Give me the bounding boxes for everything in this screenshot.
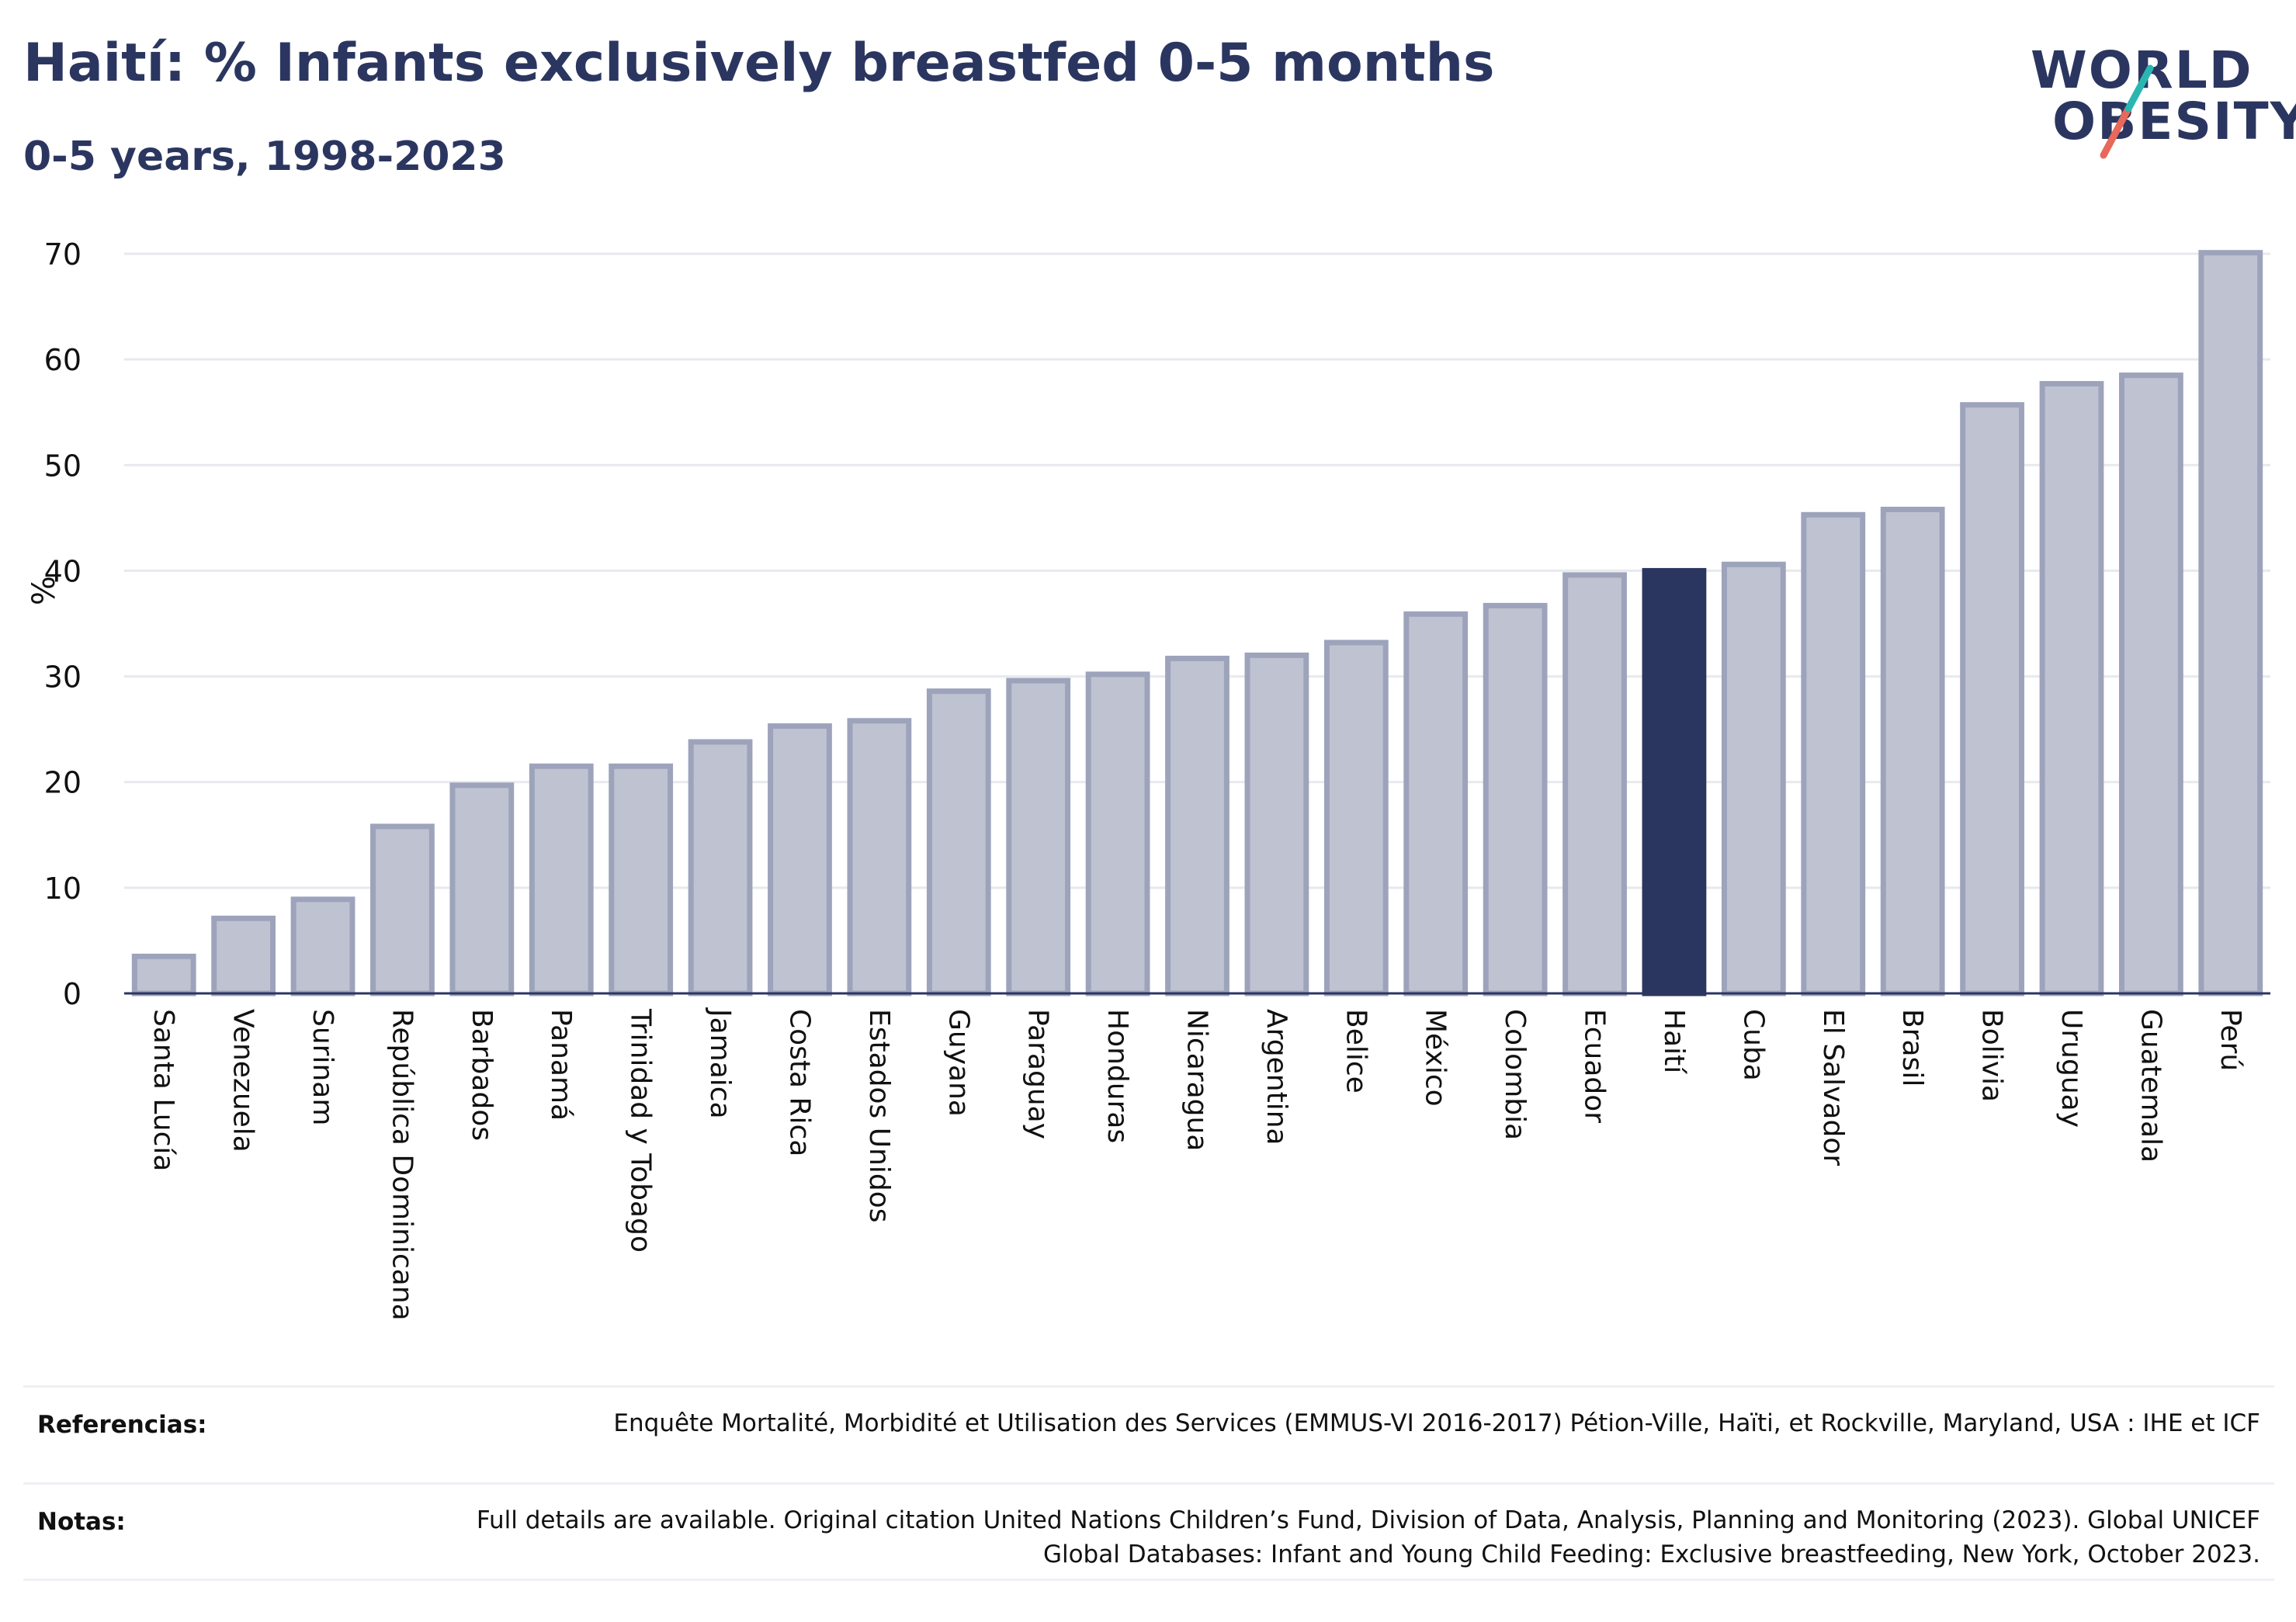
- x-tick-label: El Salvador: [1817, 1009, 1849, 1166]
- x-tick-label: Brasil: [1896, 1009, 1928, 1087]
- bar: [449, 782, 515, 996]
- x-tick-label: Jamaica: [704, 1007, 736, 1119]
- x-tick-label: Ecuador: [1579, 1009, 1611, 1123]
- bar: [1403, 611, 1469, 996]
- x-tick-label: Guatemala: [2135, 1009, 2166, 1163]
- world-obesity-logo: WORLD OBESITY: [2018, 31, 2296, 163]
- x-tick-label: Panamá: [545, 1009, 577, 1121]
- bar: [1642, 567, 1707, 996]
- bar-chart: 0 10 20 30 40 50 60 70 Santa Lucía Venezuela Surin…: [44, 237, 2270, 1321]
- y-tick-label: 30: [44, 660, 82, 695]
- bar: [1323, 639, 1389, 996]
- x-tick-label: Estados Unidos: [863, 1009, 895, 1223]
- chart-title: Haití: % Infants exclusively breastfed 0…: [23, 33, 1495, 94]
- bar: [1085, 671, 1150, 996]
- x-tick-label: Barbados: [466, 1009, 498, 1141]
- notes-row: Notas: Full details are available. Origi…: [23, 1482, 2274, 1578]
- x-tick-label: Colombia: [1499, 1009, 1531, 1140]
- y-tick-label: 50: [44, 449, 82, 483]
- bar: [926, 688, 991, 996]
- bar: [609, 763, 674, 996]
- x-tick-label: Paraguay: [1022, 1009, 1054, 1139]
- references-label: Referencias:: [37, 1411, 207, 1439]
- bar: [1721, 561, 1786, 996]
- x-tick-label: Haití: [1658, 1009, 1690, 1074]
- bar: [131, 953, 196, 996]
- bar: [2118, 373, 2183, 996]
- bar: [1960, 402, 2024, 996]
- y-axis-label: %: [26, 575, 62, 605]
- bar: [1006, 678, 1071, 996]
- bar: [768, 723, 832, 996]
- x-tick-label: Costa Rica: [783, 1009, 815, 1156]
- bar: [1483, 602, 1548, 996]
- x-tick-label: Surinam: [307, 1009, 338, 1125]
- x-tick-label: Bolivia: [1976, 1009, 2008, 1102]
- references-row: Referencias: Enquête Mortalité, Morbidit…: [23, 1385, 2274, 1481]
- x-tick-label: Guyana: [942, 1009, 974, 1117]
- y-tick-label: 20: [44, 766, 82, 800]
- x-tick-label: Argentina: [1261, 1009, 1292, 1145]
- x-tick-label: Honduras: [1101, 1009, 1133, 1143]
- x-tick-label: Santa Lucía: [147, 1009, 179, 1171]
- bar: [2039, 380, 2104, 996]
- footer-bottom-rule: [23, 1579, 2274, 1581]
- x-tick-label: Nicaragua: [1181, 1009, 1213, 1151]
- x-tick-label: Venezuela: [227, 1009, 259, 1152]
- bar: [1244, 652, 1309, 996]
- x-tick-label: Uruguay: [2055, 1009, 2087, 1128]
- x-tick-label: Belice: [1340, 1009, 1372, 1093]
- bar: [1165, 655, 1230, 996]
- bar: [2198, 250, 2263, 996]
- x-tick-label: Cuba: [1737, 1009, 1769, 1081]
- y-tick-label: 40: [44, 554, 82, 588]
- bar: [370, 823, 435, 996]
- bar: [1562, 572, 1627, 996]
- y-tick-label: 70: [44, 237, 82, 272]
- bar: [1801, 511, 1866, 996]
- x-tick-label: República Dominicana: [386, 1009, 418, 1321]
- logo-line-2: OBESITY: [2052, 92, 2296, 151]
- y-tick-label: 10: [44, 872, 82, 906]
- bar: [847, 718, 912, 996]
- references-text: Enquête Mortalité, Morbidité et Utilisat…: [613, 1409, 2260, 1437]
- x-tick-label: México: [1420, 1009, 1451, 1107]
- notes-label: Notas:: [37, 1508, 126, 1536]
- notes-text: Full details are available. Original cit…: [476, 1506, 2260, 1568]
- logo-slash-icon: [2100, 64, 2154, 159]
- y-tick-label: 60: [44, 343, 82, 377]
- bar: [211, 915, 276, 996]
- bar: [290, 896, 355, 996]
- bar: [1880, 506, 1945, 996]
- bar: [529, 763, 594, 996]
- bar: [688, 739, 753, 996]
- x-tick-label: Trinidad y Tobago: [625, 1008, 657, 1253]
- y-tick-label: 0: [63, 977, 82, 1011]
- x-tick-label: Perú: [2214, 1009, 2246, 1071]
- chart-subtitle: 0-5 years, 1998-2023: [23, 133, 506, 180]
